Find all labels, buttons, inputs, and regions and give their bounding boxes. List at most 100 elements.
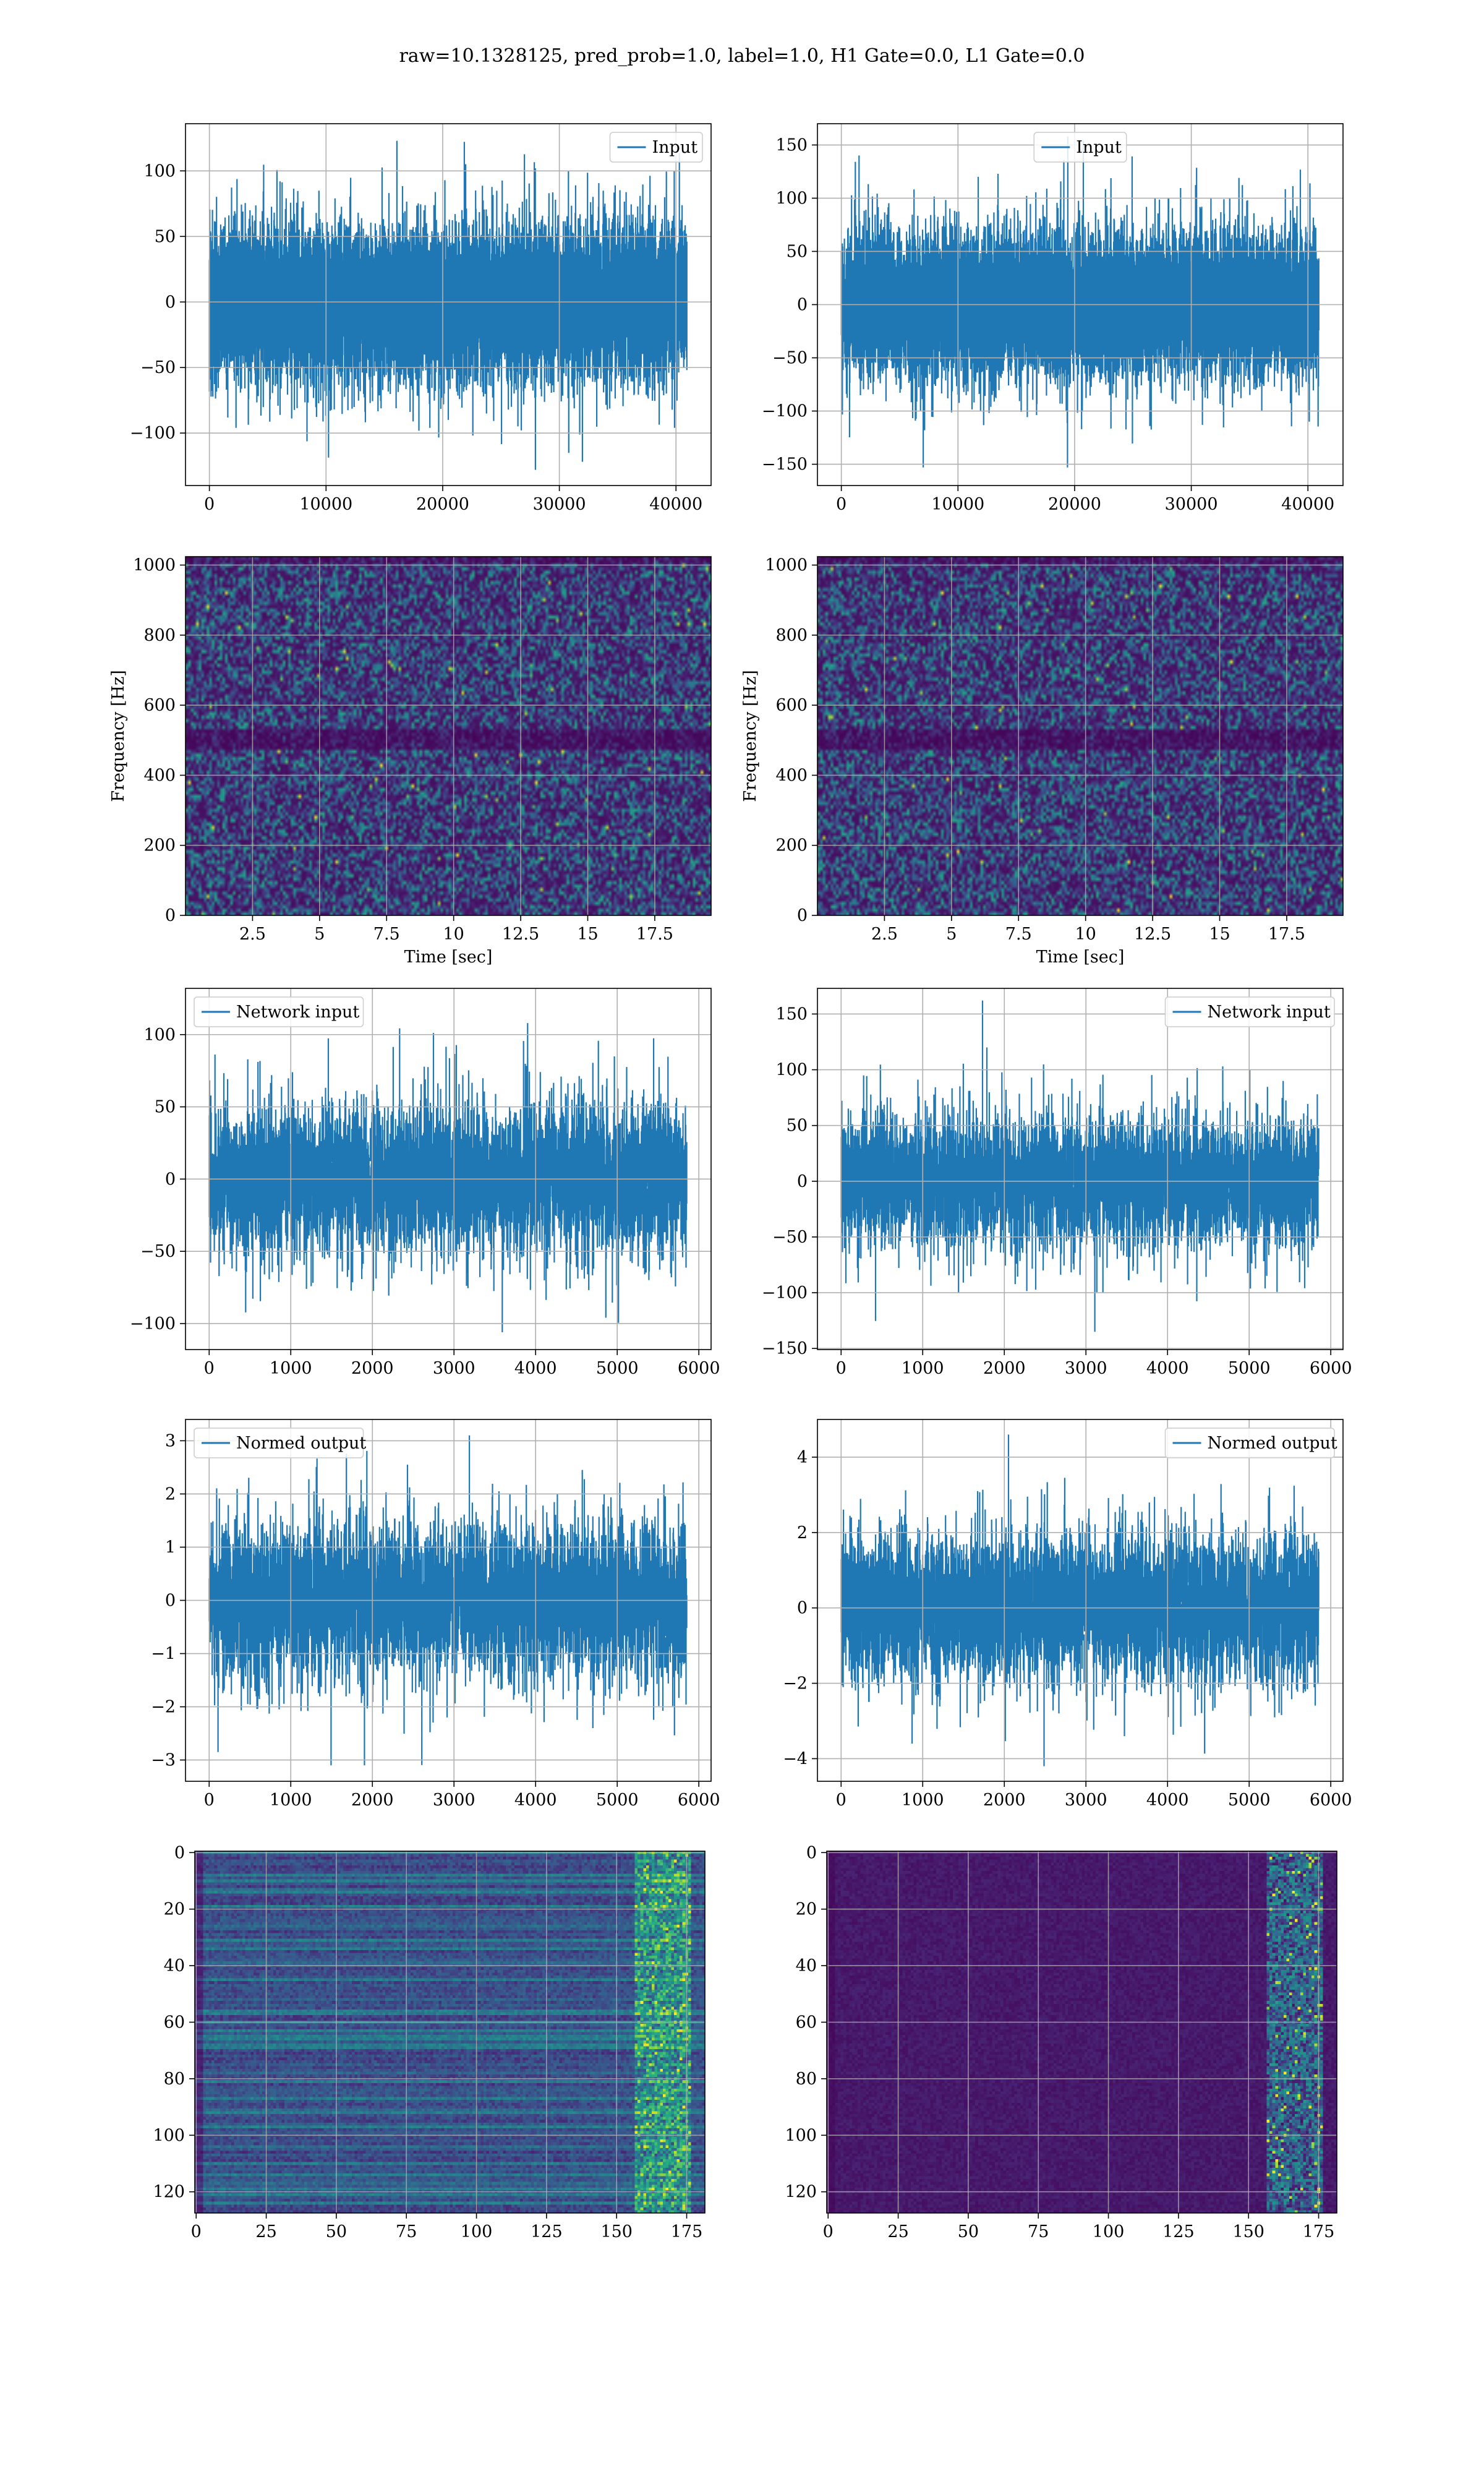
y-tick-label: −3 — [151, 1751, 176, 1770]
x-tick-label: 75 — [396, 2222, 417, 2241]
y-tick-label: −150 — [762, 455, 808, 474]
legend-box — [609, 132, 703, 163]
axes-frame — [185, 988, 712, 1350]
x-tick-label: 2.5 — [239, 925, 266, 944]
x-tick-label: 175 — [671, 2222, 703, 2241]
x-tick-label: 0 — [836, 495, 846, 514]
x-tick-label: 5 — [314, 925, 325, 944]
x-tick-label: 40000 — [649, 495, 702, 514]
y-tick-label: 50 — [787, 1116, 808, 1136]
legend: Network input — [1164, 996, 1335, 1027]
y-axis-label: Frequency [Hz] — [109, 670, 128, 802]
x-tick-label: 5000 — [596, 1359, 639, 1378]
y-tick-label: 40 — [164, 1956, 185, 1975]
h1-feature-map-panel: 0 25 50 75 100 125 150 175 0 20 40 60 80 100 120 — [153, 1843, 706, 2241]
axes-frame — [185, 123, 712, 486]
y-tick-label: 400 — [775, 766, 808, 785]
l1-feature-map-panel: 0 25 50 75 100 125 150 175 0 20 40 60 80 100 120 — [785, 1843, 1337, 2241]
y-tick-label: −1 — [151, 1645, 176, 1664]
x-tick-label: 3000 — [1065, 1791, 1107, 1810]
y-tick-label: 120 — [153, 2183, 185, 2202]
y-tick-label: −100 — [762, 1283, 808, 1303]
x-tick-label: 10 — [443, 925, 464, 944]
x-tick-label: 5000 — [1228, 1359, 1271, 1378]
x-axis-label: Time [sec] — [1036, 948, 1125, 967]
y-tick-label: 1 — [165, 1538, 176, 1557]
h1-spectrogram-panel: 2.5 5 7.5 10 12.5 15 17.5 0 200 400 600 800 1000 Time… — [109, 556, 712, 967]
x-tick-label: 50 — [326, 2222, 347, 2241]
y-tick-label: 2 — [165, 1484, 176, 1504]
y-tick-label: 40 — [796, 1956, 817, 1975]
legend: Normed output — [194, 1427, 366, 1458]
y-tick-label: 100 — [775, 1061, 808, 1080]
axes-frame — [817, 556, 1344, 916]
axes-frame — [826, 1851, 1337, 2214]
y-tick-label: 0 — [174, 1843, 185, 1862]
y-tick-label: 50 — [787, 242, 808, 261]
x-tick-label: 100 — [1093, 2222, 1125, 2241]
y-tick-label: 100 — [775, 189, 808, 208]
legend: Network input — [194, 996, 364, 1027]
y-tick-label: −2 — [783, 1674, 808, 1693]
y-tick-label: 2 — [797, 1523, 808, 1543]
x-tick-label: 150 — [1232, 2222, 1264, 2241]
legend-box — [1033, 132, 1127, 163]
x-tick-label: 1000 — [270, 1359, 312, 1378]
y-tick-label: 120 — [785, 2183, 817, 2202]
h1-spectrogram-image — [186, 557, 711, 915]
l1-input-panel: 0 10000 20000 30000 40000 −150 −100 −50 0 50 100 15… — [762, 123, 1344, 514]
y-tick-label: 50 — [155, 1098, 176, 1117]
x-axis-label: Time [sec] — [404, 948, 493, 967]
x-tick-label: 5 — [946, 925, 957, 944]
legend-label: Normed output — [236, 1434, 366, 1453]
x-tick-label: 0 — [204, 1359, 215, 1378]
y-tick-label: −50 — [772, 349, 808, 368]
x-tick-label: 15 — [577, 925, 598, 944]
x-tick-label: 50 — [958, 2222, 979, 2241]
x-tick-label: 5000 — [596, 1791, 639, 1810]
y-tick-label: 0 — [806, 1843, 817, 1862]
x-tick-label: 0 — [204, 495, 215, 514]
x-tick-label: 4000 — [1146, 1359, 1189, 1378]
h1-normed-output-panel: 0 1000 2000 3000 4000 5000 6000 −3 −2 −1 0 1 2 3 Norme… — [151, 1419, 720, 1810]
y-tick-label: 3 — [165, 1431, 176, 1450]
x-tick-label: 6000 — [1310, 1359, 1352, 1378]
x-tick-label: 0 — [836, 1359, 846, 1378]
legend-label: Normed output — [1208, 1434, 1337, 1453]
y-tick-label: 100 — [143, 161, 176, 181]
x-tick-label: 4000 — [514, 1791, 557, 1810]
x-tick-label: 0 — [823, 2222, 834, 2241]
y-tick-label: 1000 — [765, 556, 808, 575]
x-tick-label: 15 — [1209, 925, 1230, 944]
y-tick-label: −100 — [130, 424, 176, 443]
y-tick-label: −100 — [130, 1314, 176, 1333]
y-tick-label: −150 — [762, 1339, 808, 1358]
l1-spectrogram-image — [817, 557, 1343, 915]
x-tick-label: 10000 — [931, 495, 984, 514]
axes-frame — [817, 988, 1344, 1350]
x-tick-label: 7.5 — [373, 925, 400, 944]
x-tick-label: 0 — [191, 2222, 202, 2241]
x-tick-label: 1000 — [270, 1791, 312, 1810]
l1-feature-map-image — [827, 1851, 1337, 2213]
x-tick-label: 30000 — [533, 495, 586, 514]
x-tick-label: 3000 — [433, 1791, 475, 1810]
x-tick-label: 3000 — [1065, 1359, 1107, 1378]
x-tick-label: 12.5 — [1134, 925, 1171, 944]
y-tick-label: 80 — [164, 2070, 185, 2089]
x-tick-label: 17.5 — [1268, 925, 1305, 944]
y-tick-label: 0 — [165, 1591, 176, 1611]
y-tick-label: 400 — [143, 766, 176, 785]
y-tick-label: −50 — [140, 1242, 176, 1261]
legend-box — [194, 1427, 364, 1458]
x-tick-label: 4000 — [1146, 1791, 1189, 1810]
x-tick-label: 0 — [204, 1791, 215, 1810]
y-tick-label: 0 — [797, 296, 808, 315]
axes-frame — [185, 556, 712, 916]
x-tick-label: 3000 — [433, 1359, 475, 1378]
axes-frame — [817, 1419, 1344, 1782]
y-tick-label: 0 — [165, 906, 176, 925]
h1-feature-map-image — [195, 1851, 705, 2213]
x-tick-label: 75 — [1028, 2222, 1049, 2241]
